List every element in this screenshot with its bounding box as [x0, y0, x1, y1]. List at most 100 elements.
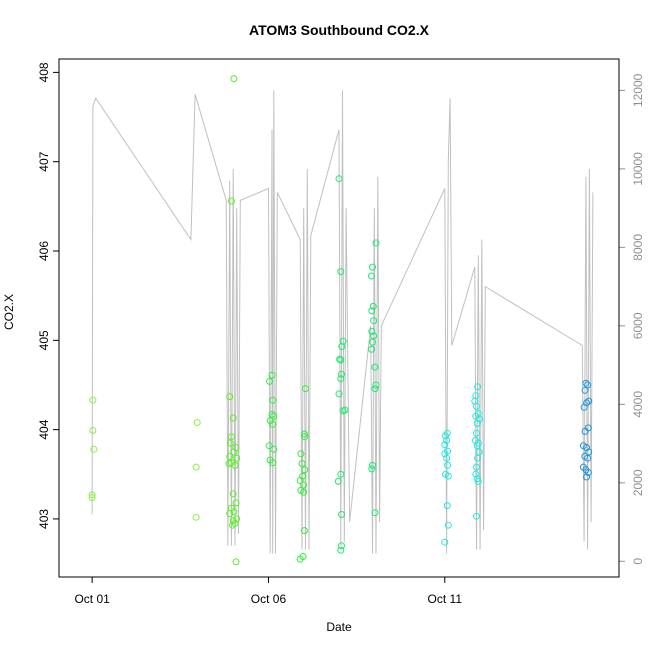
data-point: [229, 521, 236, 529]
data-point: [302, 385, 309, 393]
data-point: [269, 396, 277, 404]
data-point: [270, 445, 278, 453]
data-point: [368, 327, 376, 335]
y2-tick-label: 2000: [631, 469, 645, 496]
y-tick-label: 408: [37, 62, 51, 82]
data-point: [233, 454, 241, 462]
y2-tick-label: 12000: [631, 73, 645, 107]
data-point: [444, 521, 452, 529]
x-axis-label: Date: [326, 620, 352, 634]
y2-tick-label: 10000: [631, 152, 645, 186]
y-tick-label: 407: [37, 151, 51, 171]
data-point: [583, 444, 591, 451]
data-point: [226, 510, 234, 518]
data-point: [300, 527, 308, 535]
data-point: [473, 402, 480, 410]
data-point: [372, 239, 380, 247]
data-point: [441, 538, 449, 546]
data-point: [268, 371, 276, 379]
data-point: [232, 558, 240, 566]
data-points: [88, 75, 593, 566]
data-point: [580, 403, 588, 411]
data-point: [338, 370, 345, 378]
altitude-profile: [91, 90, 594, 554]
data-point: [369, 461, 376, 469]
data-point: [473, 463, 480, 471]
data-point: [300, 430, 308, 438]
data-point: [192, 463, 200, 471]
data-point: [338, 542, 345, 550]
data-point: [335, 175, 343, 183]
data-point: [301, 433, 309, 441]
data-point: [231, 461, 239, 469]
y-tick-label: 404: [37, 419, 51, 439]
data-point: [473, 429, 480, 437]
data-point: [371, 509, 379, 517]
data-point: [339, 407, 347, 415]
data-point: [441, 441, 449, 449]
data-point: [297, 450, 305, 458]
x-tick-label: Oct 01: [74, 592, 110, 606]
data-point: [300, 481, 308, 489]
data-point: [90, 445, 98, 453]
data-point: [300, 488, 308, 496]
data-point: [367, 272, 375, 280]
altitude-line: [91, 90, 594, 554]
data-point: [233, 515, 241, 523]
y2-tick-label: 6000: [631, 312, 645, 339]
data-point: [369, 302, 377, 310]
data-point: [441, 450, 449, 458]
data-point: [230, 448, 238, 456]
data-point: [270, 412, 278, 420]
data-point: [472, 470, 480, 478]
data-point: [229, 490, 237, 498]
data-point: [368, 307, 376, 315]
data-point: [193, 419, 201, 426]
data-point: [444, 472, 452, 480]
data-point: [88, 494, 96, 501]
data-point: [443, 436, 451, 444]
data-point: [265, 442, 273, 450]
data-point: [582, 379, 590, 387]
data-point: [227, 197, 235, 205]
data-point: [226, 393, 234, 401]
data-point: [337, 268, 345, 276]
data-point: [232, 444, 240, 451]
data-point: [369, 338, 376, 346]
data-point: [296, 477, 304, 484]
data-point: [337, 470, 345, 478]
data-point: [443, 454, 451, 462]
data-point: [584, 469, 592, 476]
data-point: [337, 546, 345, 554]
y2-tick-label: 8000: [631, 234, 645, 261]
data-point: [585, 397, 593, 405]
data-point: [369, 263, 376, 271]
data-point: [474, 477, 482, 485]
data-point: [442, 432, 449, 440]
chart-title: ATOM3 Southbound CO2.X: [249, 22, 430, 38]
data-point: [581, 427, 589, 435]
data-point: [192, 513, 200, 521]
data-point: [336, 355, 344, 363]
data-point: [584, 454, 592, 462]
x-tick-label: Oct 11: [428, 592, 463, 606]
data-point: [368, 465, 376, 473]
data-point: [301, 466, 309, 474]
data-point: [338, 511, 345, 518]
plot-frame: [58, 58, 620, 578]
data-point: [371, 385, 379, 393]
data-point: [473, 419, 481, 427]
data-point: [583, 473, 591, 481]
data-point: [230, 75, 238, 83]
y2-tick-label: 4000: [631, 391, 645, 418]
data-point: [232, 499, 240, 507]
data-point: [371, 363, 379, 371]
data-point: [337, 356, 345, 364]
y2-tick-label: 0: [631, 558, 645, 565]
data-point: [473, 442, 481, 450]
y-tick-label: 405: [37, 330, 51, 350]
data-point: [268, 411, 276, 418]
data-point: [89, 427, 97, 434]
data-point: [226, 452, 234, 460]
